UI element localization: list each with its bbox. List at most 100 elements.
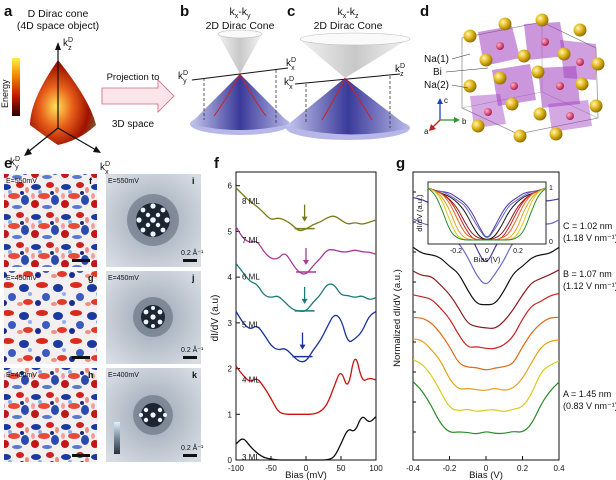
fft-colorbar [114,422,120,454]
x-tick-label: 0 [484,464,489,473]
annotation-c-field: (1.18 V nm⁻¹) [563,233,616,243]
axis-ky-arrowhead [24,148,32,156]
panel-label-g: g [396,155,405,172]
annotation-b-field: (1.12 V nm⁻¹) [563,281,616,291]
panel-label-c: c [287,3,295,20]
na-atom [591,57,605,71]
series-label: 8 ML [242,197,260,206]
x-tick-label: 0.2 [517,464,529,473]
fft-sublabel: j [191,273,195,283]
label-bi: Bi [433,67,442,78]
energy-colorbar-label: Energy [0,79,10,108]
plane-line-c [294,73,401,85]
series-label: 5 ML [242,320,260,329]
x-tick-label: 0.4 [553,464,565,473]
na-atom [549,127,563,141]
annotation-b: B = 1.07 nm [563,269,612,279]
red-dispersion-right-b [239,73,267,117]
ldos-map-image [4,174,97,267]
series-line-6ml [235,263,377,313]
crystal-axis-c-arrow [437,98,443,104]
panel-g: g Normalized dI/dV (a.u.) Bias (V) -0.4 -… [392,155,616,480]
series-label: 6 ML [242,272,260,281]
plot-f-frame [235,171,377,461]
axis-ky-line [27,127,59,153]
axis-kz-arrowhead [55,42,61,50]
ldos-map-sublabel: h [88,370,94,380]
x-tick-label: -50 [265,464,277,473]
panel-label-a: a [4,3,13,20]
scale-bar [72,259,90,262]
fft-spots [139,407,167,423]
inset-series-line [427,187,547,238]
na-atom [493,71,507,85]
leader-bi [445,67,489,73]
panel-label-f: f [214,155,220,172]
gap-arrow-head [301,298,308,304]
bi-atom-2 [541,38,549,46]
fft-map-k: E=400mV k 0.2 Å⁻¹ [106,368,204,462]
ldos-map-image [4,271,97,364]
ldos-map-h: E=400mV h [4,368,97,462]
fft-energy: E=400mV [108,372,139,379]
fft-sublabel: k [192,370,198,380]
inset-ytick: 0 [549,239,553,246]
na-atom [533,107,547,121]
crystal-axis-a-label: a [424,127,429,136]
na-atom [505,97,519,111]
plot-g-inset: dI/dV (a.u.) Bias (V) -0.2 0 0.2 0 1 [415,181,553,264]
gap-arrow-head [303,260,309,265]
inset-series-line [427,187,547,240]
na-atom [463,79,477,93]
axis-kx-label: kD x [100,161,110,176]
inset-xtick: -0.2 [450,248,462,255]
annotation-c: C = 1.02 nm [563,221,612,231]
inset-ytick: 1 [549,185,553,192]
axis-left-label-b: kD y [178,70,188,85]
energy-colorbar [12,58,20,116]
red-dispersion-right-c [344,77,373,121]
axis-ky-label: kD y [10,156,20,171]
panel-label-e: e [4,155,12,172]
fft-map-j: E=450mV j 0.2 Å⁻¹ [106,271,204,364]
panel-e: e E=550mV f E=450mV g E=400mV h [4,155,204,462]
series-line-s6 [412,316,560,371]
series-line-8ml [235,187,377,232]
series-line-7ml [235,226,377,275]
na-atom [463,29,477,43]
fft-energy: E=550mV [108,178,139,185]
panel-a-title-line1: D Dirac cone [28,8,89,20]
panel-b-title-line1: kx-ky [230,6,252,20]
axis-right-label-b: kD x [286,57,296,72]
inset-xtick: 0.2 [513,248,523,255]
series-line-4ml [235,358,377,415]
panel-b: b kx-ky 2D Dirac Cone kD y kD x [178,3,296,135]
projection-arrow-label-line2: 3D space [112,119,155,130]
bi-atom-6 [484,108,492,116]
gap-arrow-head [299,344,306,350]
annotation-a-field: (0.83 V nm⁻¹) [563,401,616,411]
label-na2: Na(2) [424,80,449,91]
fft-map-i: E=550mV i 0.2 Å⁻¹ [106,174,204,267]
annotation-a: A = 1.45 nm [563,389,611,399]
four-d-dirac-cone [30,60,96,145]
na-atom [573,23,587,37]
na-atom [589,99,603,113]
axis-kz-label: kD z [63,37,73,52]
na-atom [513,129,527,143]
panel-c: c kx-kz 2D Dirac Cone kD x kD z [284,3,411,140]
x-tick-label: -0.4 [406,464,420,473]
label-na1: Na(1) [424,54,449,65]
panel-c-title-line2: 2D Dirac Cone [314,20,383,32]
fft-scale-bar [183,356,197,359]
ldos-map-f: E=550mV f [4,174,97,267]
leader-na1 [451,53,471,60]
na-atom [517,49,531,63]
scale-bar [72,356,90,359]
series-line-3ml [235,416,377,461]
plot-g-xlabel: Bias (V) [469,470,503,480]
fft-scale-label: 0.2 Å⁻¹ [181,345,204,354]
series-line-s4 [412,269,560,329]
y-tick-label: 4 [228,273,233,282]
y-tick-label: 1 [228,410,233,419]
